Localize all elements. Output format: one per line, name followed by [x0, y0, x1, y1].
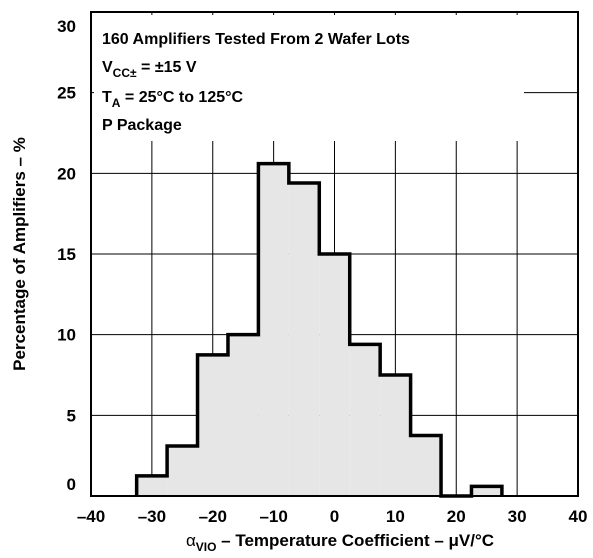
x-tick-label: –10 — [259, 507, 287, 526]
y-tick-label: 15 — [57, 245, 76, 264]
y-axis-label: Percentage of Amplifiers – % — [10, 137, 29, 371]
y-tick-label: 10 — [57, 326, 76, 345]
histogram-bar — [349, 344, 381, 496]
annotation-line: TA = 25°C to 125°C — [102, 89, 244, 110]
y-tick-label: 0 — [67, 475, 76, 494]
x-tick-labels: –40 –30 –20 –10 0 10 20 30 40 — [77, 507, 588, 526]
x-tick-label: –30 — [138, 507, 166, 526]
histogram-bar — [471, 486, 502, 496]
y-tick-label: 25 — [57, 84, 76, 103]
histogram-bar — [319, 254, 350, 496]
histogram-bar — [380, 375, 411, 496]
plot-frame — [90, 11, 579, 497]
histogram-bar — [227, 334, 259, 496]
x-tick-label: –20 — [199, 507, 227, 526]
x-tick-label: 0 — [330, 507, 339, 526]
annotation-line: VCC± = ±15 V — [102, 59, 197, 80]
plot-border — [90, 11, 579, 497]
x-tick-label: 30 — [508, 507, 527, 526]
x-tick-label: 20 — [447, 507, 466, 526]
histogram-bar — [258, 163, 289, 497]
histogram-bar — [410, 435, 442, 496]
histogram-outline — [134, 161, 504, 498]
annotation-line: 160 Amplifiers Tested From 2 Wafer Lots — [102, 31, 410, 48]
histogram-bars — [134, 161, 504, 498]
histogram-bar — [136, 475, 168, 496]
y-tick-labels: 0 5 10 15 20 25 30 — [57, 17, 76, 494]
y-tick-label: 20 — [57, 164, 76, 183]
y-tick-label: 30 — [57, 17, 76, 36]
annotation-background — [94, 15, 524, 141]
histogram-bar — [167, 445, 198, 496]
histogram-bar — [288, 183, 320, 496]
annotation-box: 160 Amplifiers Tested From 2 Wafer Lots V… — [94, 15, 524, 141]
y-tick-label: 5 — [67, 406, 76, 425]
histogram-bar — [197, 354, 228, 496]
x-tick-label: 10 — [386, 507, 405, 526]
x-tick-label: –40 — [77, 507, 105, 526]
x-tick-label: 40 — [569, 507, 588, 526]
annotation-line: P Package — [102, 117, 182, 134]
x-axis-label: αVIO – Temperature Coefficient – μV/°C — [186, 531, 494, 553]
